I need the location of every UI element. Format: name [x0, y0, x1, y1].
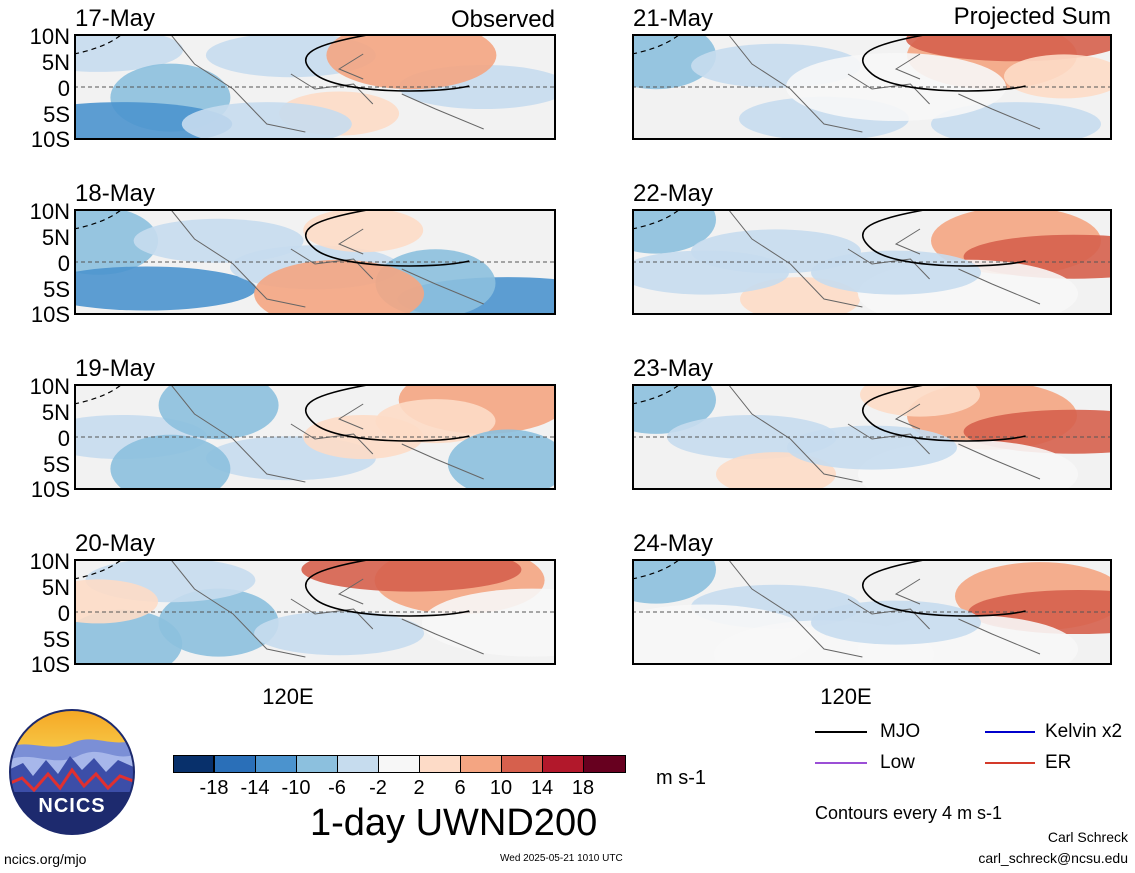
colorbar-cell [296, 755, 338, 773]
lat-label: 5N [41, 400, 70, 425]
map-panel [632, 559, 1112, 665]
colorbar-cell [255, 755, 297, 773]
lat-label: 5S [43, 452, 70, 477]
legend-label-mjo: MJO [880, 721, 921, 742]
colorbar-tick-label: 18 [571, 777, 595, 799]
lat-label: 5S [43, 277, 70, 302]
colorbar-tick-label: -18 [199, 777, 229, 799]
legend-swatch-mjo [815, 731, 867, 733]
colorbar-cell [214, 755, 256, 773]
colorbar-cell [378, 755, 420, 773]
colorbar-units: m s-1 [656, 767, 706, 789]
author-name: Carl Schreck [1047, 829, 1128, 845]
legend-swatch-kelvin [985, 731, 1035, 733]
colorbar-cell [337, 755, 379, 773]
map-panel [74, 209, 556, 315]
colorbar-tick-label: -14 [240, 777, 270, 799]
lat-label: 10S [30, 652, 70, 677]
footer-url: ncics.org/mjo [4, 851, 87, 867]
colorbar-tick-label: 10 [489, 777, 513, 799]
panel-date: 23-May [633, 355, 714, 382]
lat-label: 10S [30, 302, 70, 327]
panel-date: 21-May [633, 5, 714, 32]
colorbar-tick-label: -2 [369, 777, 387, 799]
contour-note: Contours every 4 m s-1 [815, 803, 1003, 823]
colorbar-tick-label: 14 [530, 777, 554, 799]
lat-label: 10S [30, 127, 70, 152]
logo-text: NCICS [38, 795, 106, 817]
colorbar-cell [583, 755, 626, 773]
map-panel [74, 559, 556, 665]
lat-label: 5N [41, 50, 70, 75]
lon-label: 120E [820, 684, 872, 709]
observed-title: Observed [450, 6, 555, 33]
colorbar-tick-label: 6 [454, 777, 466, 799]
lat-label: 10N [29, 24, 70, 49]
colorbar-cell [419, 755, 461, 773]
lon-label: 120E [262, 684, 314, 709]
panel-date: 20-May [75, 530, 156, 557]
colorbar-tick-label: -10 [281, 777, 311, 799]
legend-swatch-er [985, 762, 1035, 764]
panel-date: 18-May [75, 180, 156, 207]
colorbar-cell [460, 755, 502, 773]
colorbar-cell [501, 755, 543, 773]
lat-label: 5N [41, 225, 70, 250]
lat-label: 10S [30, 477, 70, 502]
map-panel [632, 209, 1112, 315]
footer-timestamp: Wed 2025-05-21 1010 UTC [500, 853, 623, 864]
lat-label: 10N [29, 199, 70, 224]
projected-title: Projected Sum [953, 3, 1111, 30]
legend-label-kelvin: Kelvin x2 [1045, 721, 1123, 742]
lat-label: 0 [57, 426, 70, 451]
lat-label: 10N [29, 374, 70, 399]
map-panel [632, 34, 1112, 140]
legend-label-er: ER [1045, 752, 1072, 773]
panel-date: 22-May [633, 180, 714, 207]
chart-title: 1-day UWND200 [310, 802, 598, 844]
lat-label: 5S [43, 102, 70, 127]
lat-label: 10N [29, 549, 70, 574]
map-panel [74, 384, 556, 490]
colorbar-tick-label: -6 [328, 777, 346, 799]
panel-date: 17-May [75, 5, 156, 32]
lat-label: 0 [57, 251, 70, 276]
legend-swatch-low [815, 762, 867, 764]
colorbar-cell [173, 755, 214, 773]
map-panel [74, 34, 556, 140]
author-email: carl_schreck@ncsu.edu [978, 850, 1128, 866]
colorbar [173, 755, 626, 773]
colorbar-tick-label: 2 [413, 777, 425, 799]
lat-label: 5S [43, 627, 70, 652]
lat-label: 0 [57, 601, 70, 626]
panel-date: 24-May [633, 530, 714, 557]
map-panel [632, 384, 1112, 490]
legend-label-low: Low [880, 752, 915, 773]
ncics-logo [9, 709, 135, 835]
lat-label: 0 [57, 76, 70, 101]
panel-date: 19-May [75, 355, 156, 382]
lat-label: 5N [41, 575, 70, 600]
colorbar-cell [542, 755, 584, 773]
